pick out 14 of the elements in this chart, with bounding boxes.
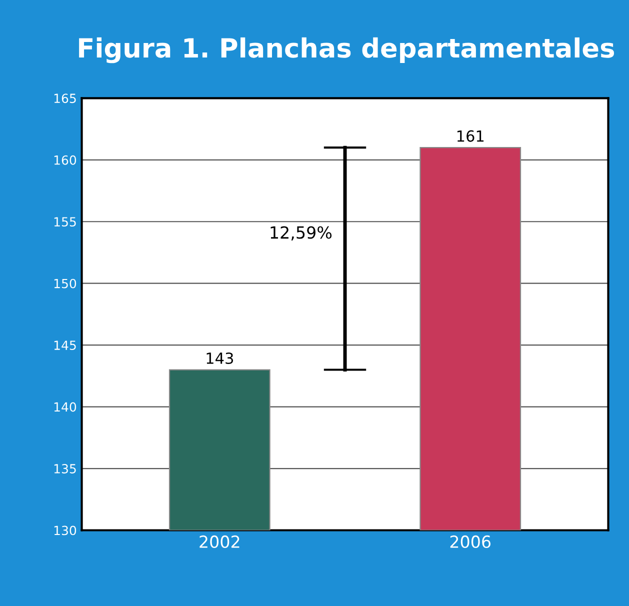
y-tick-label: 155 bbox=[54, 217, 76, 227]
annotation: 12,59% bbox=[270, 226, 332, 241]
data-label: 143 bbox=[206, 352, 234, 364]
chart-title: Figura 1. Planchas departamentales bbox=[79, 37, 614, 64]
y-tick-label: 150 bbox=[54, 278, 76, 288]
x-tick-label: 2002 bbox=[200, 535, 240, 548]
y-tick-label: 135 bbox=[54, 464, 76, 474]
x-tick-label: 2006 bbox=[450, 535, 491, 548]
y-tick-label: 140 bbox=[54, 402, 76, 412]
y-tick-label: 130 bbox=[54, 526, 76, 536]
data-label: 161 bbox=[457, 130, 484, 142]
y-tick-label: 165 bbox=[54, 94, 76, 104]
y-tick-label: 145 bbox=[54, 340, 76, 350]
y-tick-label: 160 bbox=[54, 155, 76, 165]
